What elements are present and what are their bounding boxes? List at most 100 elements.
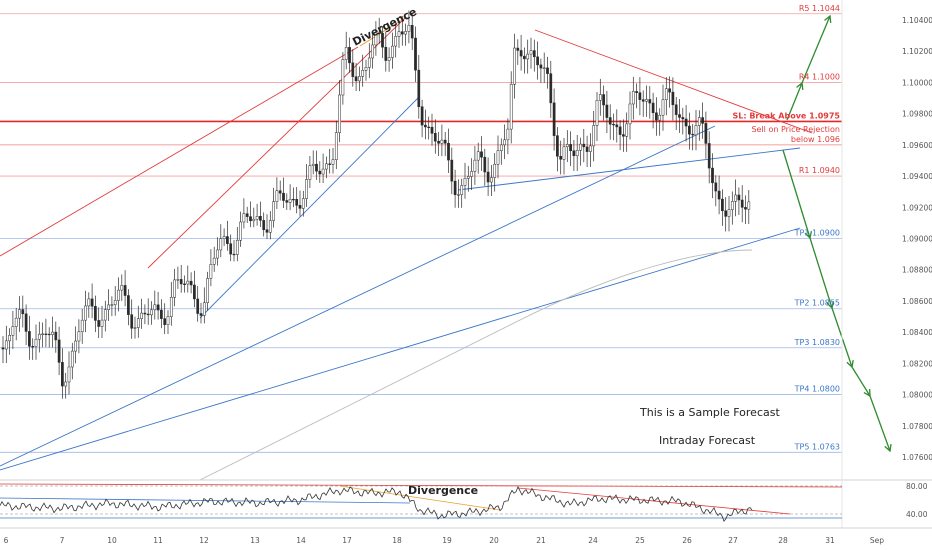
candle-body <box>255 216 259 220</box>
candle-body <box>51 331 54 335</box>
divergence-label-rsi: Divergence <box>408 484 478 497</box>
candle-body <box>193 284 196 300</box>
candle-body <box>387 57 391 61</box>
rsi-trendlines <box>0 483 843 519</box>
candle-body <box>74 340 77 352</box>
divergence-line <box>359 19 403 47</box>
candle-body <box>430 126 434 134</box>
forecast-arrowhead <box>824 14 832 24</box>
candle-body <box>582 143 586 148</box>
candle-body <box>229 243 233 255</box>
candle-body <box>110 304 114 306</box>
candle-body <box>664 88 668 100</box>
candle-body <box>219 238 223 251</box>
candle-body <box>14 317 18 327</box>
candle-body <box>678 114 681 118</box>
candle-body <box>381 32 384 48</box>
candle-body <box>245 213 249 217</box>
candle-body <box>674 104 678 115</box>
candle-body <box>11 326 15 336</box>
x-tick-label: 24 <box>588 536 598 545</box>
candle-body <box>668 88 671 93</box>
candle-body <box>361 70 365 77</box>
candle-body <box>476 151 480 161</box>
candle-body <box>351 62 355 77</box>
candle-body <box>123 285 127 296</box>
candle-body <box>321 168 325 175</box>
candle-body <box>410 25 414 39</box>
candle-body <box>226 236 229 244</box>
rsi-tick-label: 80.00 <box>906 482 928 491</box>
candle-body <box>635 91 638 93</box>
candle-body <box>199 313 203 316</box>
forecast-arrow <box>801 15 831 84</box>
x-tick-label: 31 <box>825 536 835 545</box>
candle-body <box>711 167 714 184</box>
level-label: R5 1.1044 <box>799 4 840 13</box>
y-tick-label: 1.08600 <box>902 297 932 306</box>
candle-body <box>724 210 728 217</box>
candle-body <box>67 366 71 383</box>
candle-body <box>483 156 487 173</box>
candle-body <box>196 298 200 314</box>
candle-body <box>717 190 721 200</box>
candle-body <box>737 194 741 201</box>
candle-body <box>391 45 394 58</box>
candle-body <box>552 102 556 136</box>
candle-body <box>117 289 120 301</box>
candle-body <box>344 47 348 60</box>
candle-body <box>338 94 341 133</box>
y-tick-label: 1.10400 <box>902 16 932 25</box>
candle-body <box>1 347 5 350</box>
candle-body <box>625 123 629 137</box>
y-tick-label: 1.10000 <box>902 78 932 87</box>
x-tick-label: 21 <box>536 536 546 545</box>
x-tick-label: 11 <box>153 536 163 545</box>
candle-body <box>697 117 701 126</box>
candle-body <box>602 94 605 106</box>
candle-body <box>295 198 299 206</box>
level-label: TP1 1.0900 <box>794 229 840 238</box>
candle-body <box>612 123 615 126</box>
candle-body <box>328 163 332 165</box>
candle-body <box>397 31 401 37</box>
level-label: SL: Break Above 1.0975 <box>732 111 840 120</box>
candle-body <box>212 257 216 265</box>
candle-body <box>153 304 157 311</box>
x-tick-label: 25 <box>635 536 645 545</box>
candle-body <box>509 83 513 130</box>
candle-body <box>103 309 107 321</box>
forecast-arrow <box>782 149 811 239</box>
candle-body <box>618 126 622 135</box>
candle-body <box>4 340 8 350</box>
candle-body <box>113 300 117 305</box>
candle-body <box>655 112 658 121</box>
x-tick-label: 19 <box>442 536 452 545</box>
candle-body <box>54 331 58 341</box>
x-tick-label: 12 <box>199 536 209 545</box>
candle-body <box>156 304 160 311</box>
y-axis-ticks: 1.10400 1.10200 1.10000 1.09800 1.09600 1.094… <box>902 16 932 462</box>
candle-body <box>400 31 404 35</box>
rsi-trendline <box>339 485 501 511</box>
x-tick-label: 13 <box>250 536 260 545</box>
candle-body <box>272 201 275 221</box>
candle-body <box>542 67 546 69</box>
candle-body <box>575 150 579 157</box>
y-tick-label: 1.08000 <box>902 391 932 400</box>
candle-body <box>239 221 242 241</box>
candle-body <box>94 306 97 321</box>
y-tick-label: 1.09400 <box>902 172 932 181</box>
trendline <box>0 125 716 467</box>
x-tick-label: 10 <box>107 536 117 545</box>
candle-body <box>259 216 262 221</box>
candle-body <box>559 156 563 160</box>
candle-body <box>34 338 38 347</box>
candle-body <box>529 50 533 55</box>
candle-body <box>367 57 371 68</box>
candle-body <box>466 176 470 179</box>
level-label: R1 1.0940 <box>799 166 840 175</box>
candle-body <box>691 133 695 136</box>
trendline <box>0 46 359 257</box>
x-tick-label: 20 <box>489 536 499 545</box>
